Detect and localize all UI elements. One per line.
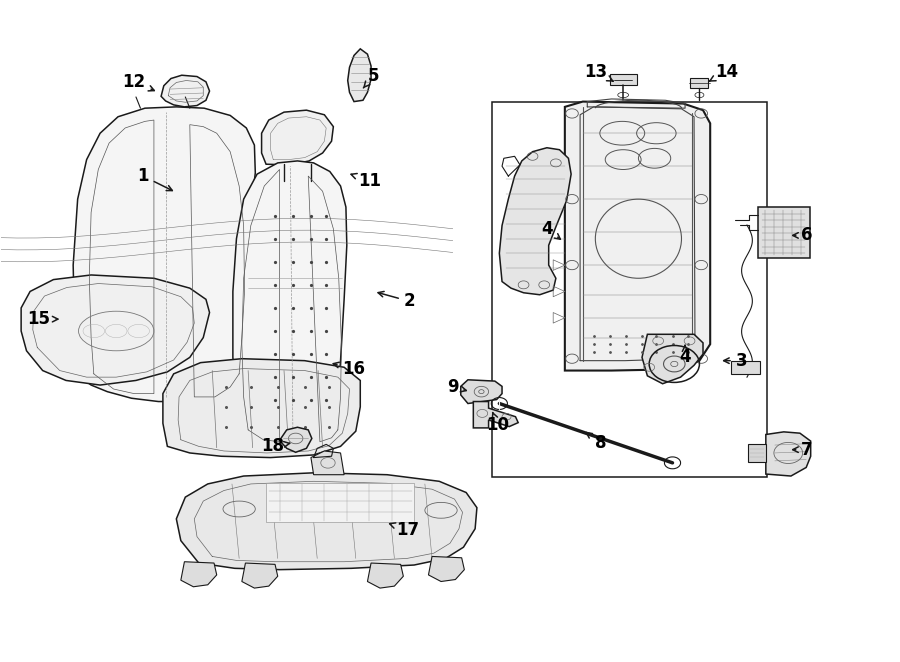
Text: 10: 10: [486, 412, 509, 434]
Polygon shape: [242, 563, 278, 588]
Text: 5: 5: [364, 67, 380, 88]
Text: 17: 17: [390, 521, 419, 539]
Polygon shape: [731, 361, 760, 374]
Polygon shape: [262, 110, 333, 165]
Polygon shape: [473, 402, 518, 428]
Polygon shape: [280, 427, 311, 452]
Text: 18: 18: [261, 438, 290, 455]
Polygon shape: [461, 380, 502, 404]
Text: 16: 16: [333, 359, 365, 377]
Polygon shape: [266, 483, 414, 522]
Text: 6: 6: [793, 226, 813, 244]
Polygon shape: [181, 562, 217, 587]
Polygon shape: [73, 107, 256, 402]
Polygon shape: [642, 334, 703, 384]
Polygon shape: [500, 148, 572, 295]
Text: 11: 11: [351, 171, 381, 190]
Text: 4: 4: [541, 220, 561, 239]
Polygon shape: [161, 75, 210, 107]
Polygon shape: [609, 74, 636, 85]
Polygon shape: [176, 473, 477, 569]
Text: 3: 3: [724, 352, 747, 369]
Polygon shape: [565, 101, 710, 371]
Polygon shape: [21, 275, 210, 385]
Polygon shape: [233, 161, 346, 446]
Bar: [492, 101, 767, 477]
Text: 8: 8: [587, 432, 607, 452]
Text: 7: 7: [793, 441, 813, 459]
Polygon shape: [690, 78, 708, 88]
Text: 14: 14: [709, 63, 738, 81]
Text: 4: 4: [680, 346, 691, 366]
Polygon shape: [766, 432, 811, 476]
Polygon shape: [163, 359, 360, 457]
Polygon shape: [367, 563, 403, 588]
Text: 1: 1: [138, 167, 172, 191]
Polygon shape: [758, 207, 810, 258]
Text: 12: 12: [122, 73, 154, 91]
Polygon shape: [428, 557, 464, 581]
Polygon shape: [748, 444, 766, 462]
Text: 15: 15: [28, 310, 58, 328]
Polygon shape: [347, 49, 371, 101]
Polygon shape: [310, 451, 344, 475]
Text: 9: 9: [447, 378, 466, 396]
Text: 13: 13: [585, 63, 613, 81]
Text: 2: 2: [378, 291, 416, 310]
